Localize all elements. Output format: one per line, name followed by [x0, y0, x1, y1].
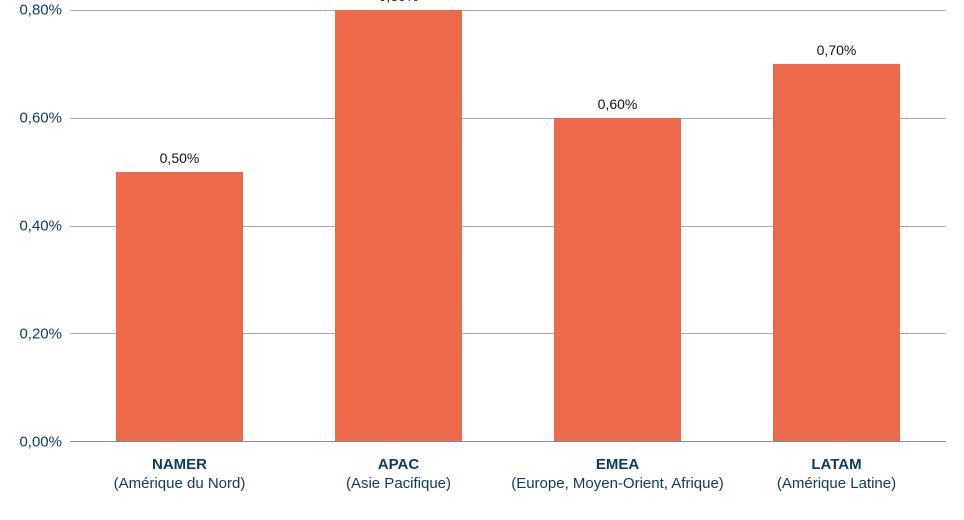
y-tick-label: 0,60%: [19, 110, 62, 127]
y-tick-label: 0,00%: [19, 434, 62, 451]
x-tick-label-sub: (Amérique Latine): [727, 475, 946, 494]
x-tick-label-main: APAC: [378, 456, 419, 473]
plot-area: 0,50% 0,80% 0,60% 0,70%: [70, 10, 946, 442]
y-tick-label: 0,80%: [19, 2, 62, 19]
bar-value-label: 0,70%: [773, 42, 900, 58]
x-tick-label-latam: LATAM (Amérique Latine): [727, 456, 946, 494]
x-tick-label-apac: APAC (Asie Pacifique): [289, 456, 508, 494]
x-tick-label-emea: EMEA (Europe, Moyen-Orient, Afrique): [508, 456, 727, 494]
y-tick-label: 0,40%: [19, 218, 62, 235]
bar-apac: 0,80%: [335, 10, 462, 441]
bar-value-label: 0,50%: [116, 150, 243, 166]
x-tick-label-namer: NAMER (Amérique du Nord): [70, 456, 289, 494]
bar-namer: 0,50%: [116, 172, 243, 441]
bar-emea: 0,60%: [554, 118, 681, 441]
bar-value-label: 0,80%: [335, 0, 462, 4]
x-tick-label-sub: (Europe, Moyen-Orient, Afrique): [508, 475, 727, 494]
x-tick-label-sub: (Asie Pacifique): [289, 475, 508, 494]
y-axis: 0,00%0,20%0,40%0,60%0,80%: [0, 10, 62, 442]
bar-value-label: 0,60%: [554, 96, 681, 112]
x-axis: NAMER (Amérique du Nord) APAC (Asie Pacifiq…: [70, 450, 946, 520]
bar-chart: 0,00% 0,20% 0,40% 0,60% 0,80% 0,50% 0,80% 0,60…: [0, 0, 964, 520]
x-tick-label-sub: (Amérique du Nord): [70, 475, 289, 494]
x-tick-label-main: EMEA: [596, 456, 639, 473]
x-tick-label-main: LATAM: [811, 456, 861, 473]
y-tick-label: 0,20%: [19, 326, 62, 343]
bar-latam: 0,70%: [773, 64, 900, 441]
x-tick-label-main: NAMER: [152, 456, 207, 473]
